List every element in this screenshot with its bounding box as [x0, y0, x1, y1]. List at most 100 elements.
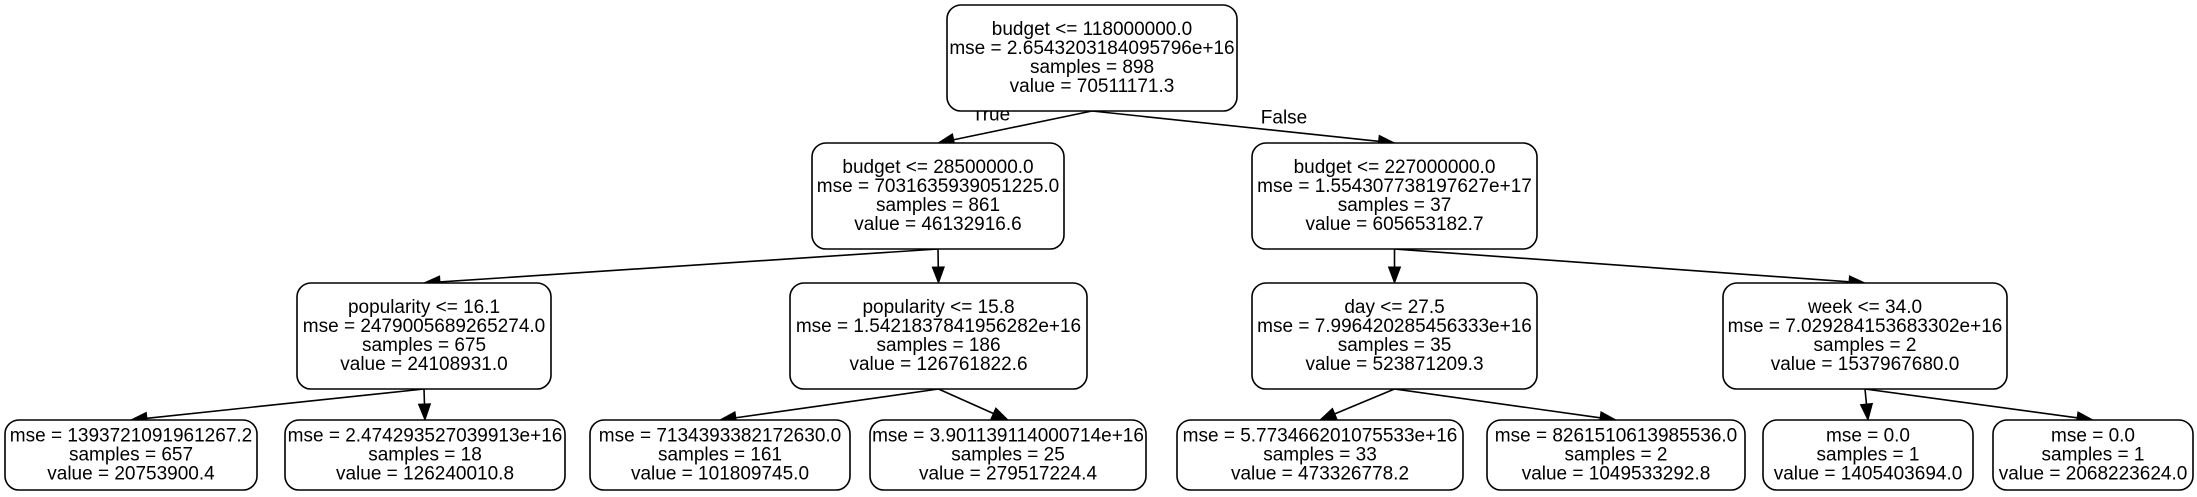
tree-edge — [718, 388, 939, 425]
edge-label: False — [1261, 108, 1307, 129]
edge-line — [1394, 388, 1601, 419]
tree-edge — [1864, 388, 2095, 425]
node-line: day <= 27.5 — [1344, 297, 1444, 318]
tree-edge — [931, 248, 945, 285]
node-line: value = 605653182.7 — [1305, 214, 1483, 235]
node-box — [946, 4, 1238, 112]
node-line: value = 1405403694.0 — [1774, 464, 1963, 485]
edge-arrowhead — [1387, 266, 1402, 285]
tree-edge — [1387, 249, 1402, 285]
node-box — [1486, 419, 1746, 491]
tree-edge — [422, 248, 939, 289]
node-line: samples = 1 — [1817, 445, 1920, 466]
node-box — [1762, 419, 1974, 491]
node-line: mse = 2.474293527039913e+16 — [288, 426, 563, 447]
node-line: samples = 35 — [1338, 335, 1452, 356]
node-box — [811, 142, 1065, 250]
node-line: mse = 1.554307738197627e+17 — [1257, 176, 1532, 197]
tree-edge — [1859, 388, 1874, 422]
node-line: mse = 1393721091961267.2 — [10, 426, 252, 447]
node-line: budget <= 118000000.0 — [992, 19, 1192, 40]
node-line: value = 2068223624.0 — [1999, 464, 2188, 485]
edge-line — [1394, 248, 1850, 283]
node-box — [296, 282, 552, 390]
node-line: mse = 7.029284153683302e+16 — [1728, 316, 2003, 337]
tree-edge — [129, 388, 425, 425]
node-line: samples = 1 — [2042, 445, 2145, 466]
node-line: mse = 2479005689265274.0 — [303, 316, 545, 337]
node-line: mse = 1.5421837841956282e+16 — [796, 316, 1081, 337]
edge-line — [938, 388, 994, 415]
edge-arrowhead — [1318, 407, 1338, 421]
edge-line — [953, 110, 1093, 141]
edge-arrowhead — [931, 266, 945, 285]
node-box — [1722, 282, 2008, 390]
tree-edge — [1394, 388, 1618, 425]
node-line: budget <= 227000000.0 — [1294, 157, 1496, 178]
node-line: value = 126240010.8 — [336, 464, 514, 485]
node-line: mse = 0.0 — [2051, 426, 2135, 447]
node-box — [1992, 419, 2194, 491]
node-line: value = 24108931.0 — [340, 354, 507, 375]
node-line: mse = 3.901139114000714e+16 — [872, 426, 1144, 447]
node-box — [589, 419, 851, 491]
node-line: value = 1537967680.0 — [1771, 354, 1960, 375]
node-line: value = 70511171.3 — [1010, 76, 1175, 97]
node-line: samples = 861 — [876, 195, 1000, 216]
node-line: value = 126761822.6 — [849, 354, 1027, 375]
edge-line — [1091, 110, 1379, 143]
node-line: value = 20753900.4 — [47, 464, 215, 485]
node-line: value = 101809745.0 — [631, 464, 809, 485]
edge-line — [1864, 388, 2078, 419]
node-box — [789, 282, 1088, 390]
edge-arrowhead — [1859, 402, 1874, 422]
node-line: value = 523871209.3 — [1305, 354, 1483, 375]
edge-arrowhead — [417, 403, 432, 422]
node-line: samples = 18 — [368, 445, 482, 466]
node-line: samples = 675 — [362, 335, 486, 356]
node-box — [1251, 282, 1538, 390]
edge-arrowhead — [990, 407, 1010, 421]
node-line: samples = 2 — [1565, 445, 1668, 466]
node-line: week <= 34.0 — [1807, 297, 1922, 318]
node-line: popularity <= 16.1 — [348, 297, 500, 318]
tree-edge — [938, 388, 1010, 421]
tree-edge — [417, 388, 432, 422]
node-line: samples = 161 — [658, 445, 782, 466]
node-line: budget <= 28500000.0 — [842, 157, 1033, 178]
node-line: mse = 0.0 — [1826, 426, 1910, 447]
node-box — [1251, 142, 1538, 250]
node-line: value = 1049533292.8 — [1522, 464, 1711, 485]
node-line: value = 473326778.2 — [1231, 464, 1409, 485]
node-box — [284, 419, 566, 491]
edge-line — [1864, 388, 1868, 405]
node-line: mse = 2.6543203184095796e+16 — [949, 38, 1234, 59]
tree-edge: False — [1091, 108, 1396, 148]
node-line: mse = 7031635939051225.0 — [817, 176, 1059, 197]
edge-line — [735, 388, 939, 419]
node-line: samples = 37 — [1338, 195, 1452, 216]
node-line: samples = 898 — [1030, 57, 1154, 78]
node-line: mse = 7.996420285456333e+16 — [1257, 316, 1532, 337]
node-line: value = 279517224.4 — [919, 464, 1097, 485]
tree-edge — [1318, 388, 1395, 421]
edge-line — [1334, 388, 1395, 415]
node-line: mse = 8261510613985536.0 — [1495, 426, 1737, 447]
